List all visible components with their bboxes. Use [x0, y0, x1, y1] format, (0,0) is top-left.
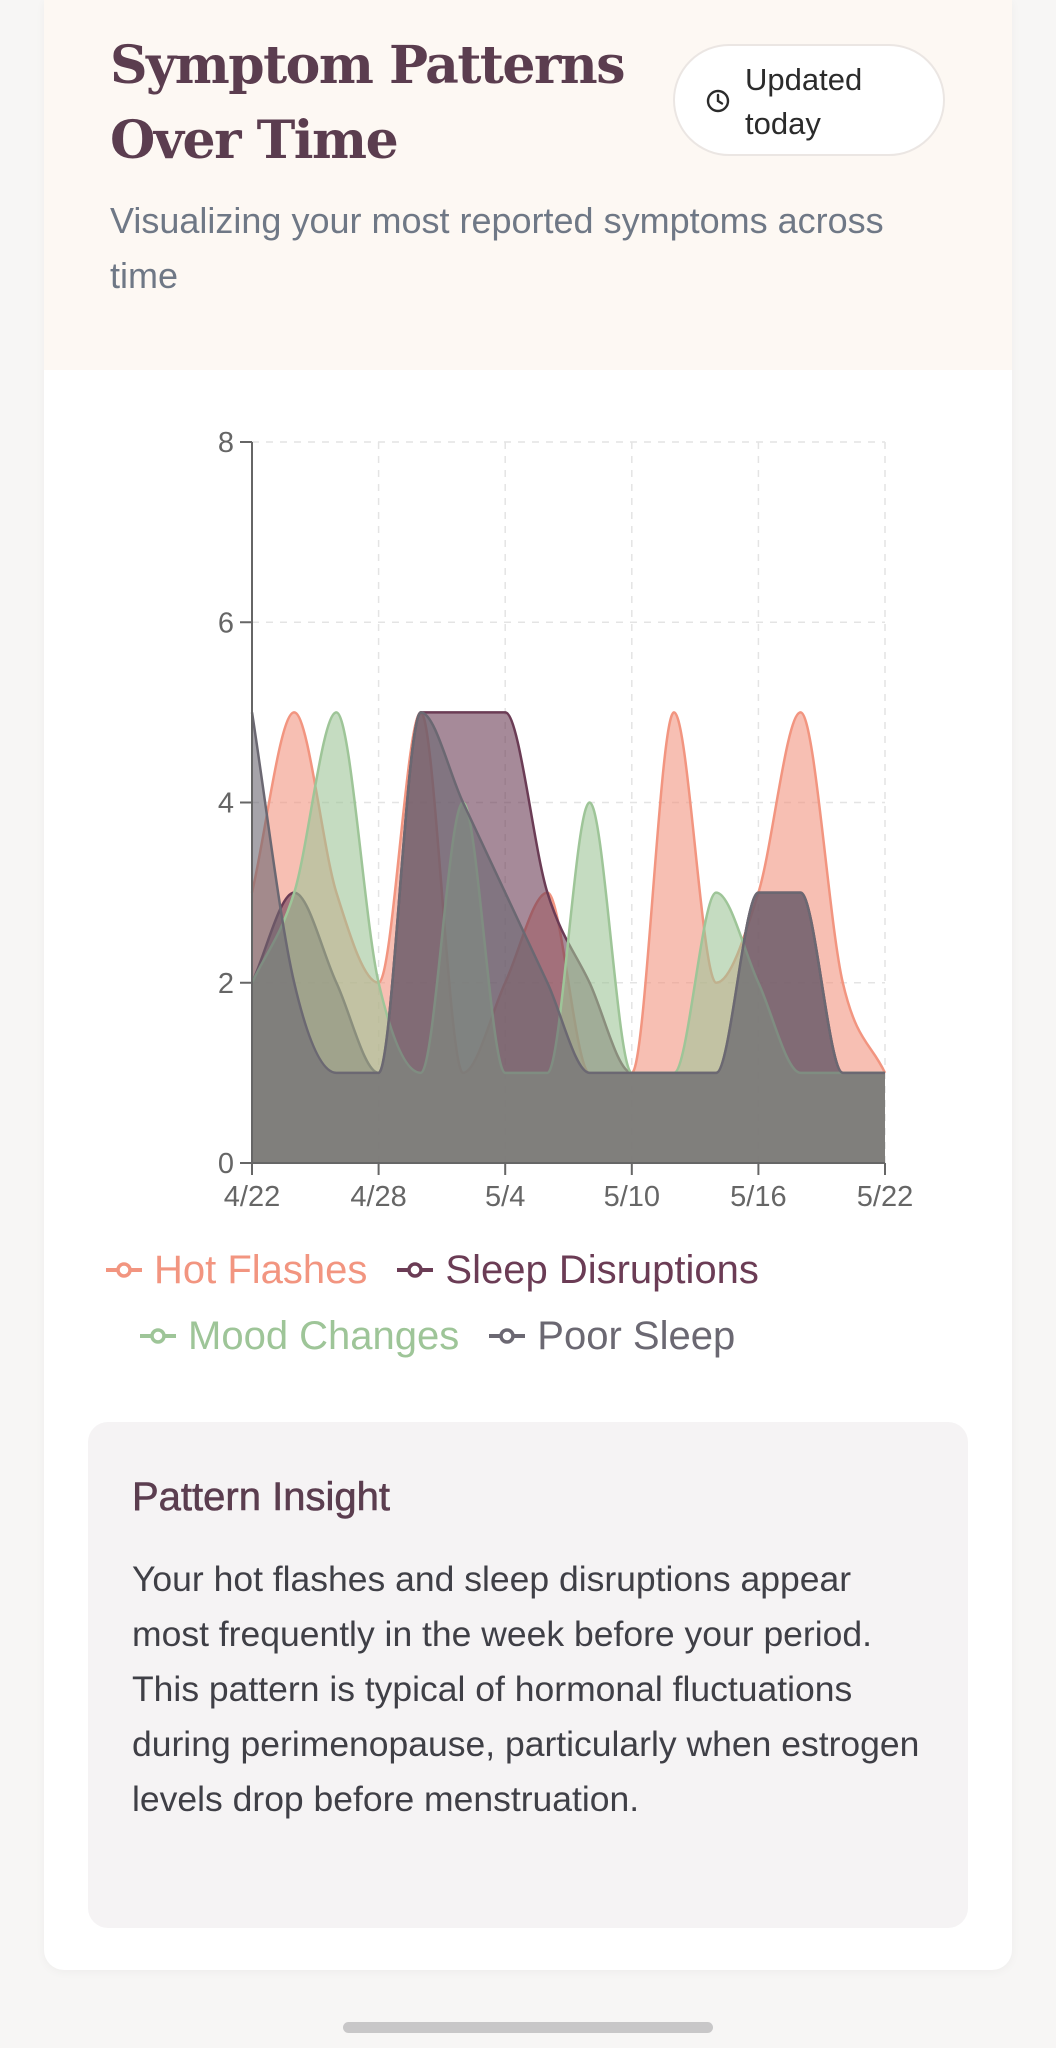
legend-line-marker-icon [140, 1328, 176, 1344]
y-tick-label: 4 [218, 788, 234, 820]
x-tick-label: 5/16 [730, 1181, 786, 1213]
page-subtitle: Visualizing your most reported symptoms … [110, 200, 884, 296]
symptom-area-chart: 0 2 4 6 8 4/22 4/28 5/4 5/10 5/16 5/22 [218, 427, 913, 1213]
home-indicator[interactable] [343, 2022, 713, 2033]
y-tick-label: 0 [218, 1148, 234, 1180]
x-tick-label: 5/10 [604, 1181, 660, 1213]
legend-row: Hot Flashes Sleep Disruptions [104, 1245, 787, 1295]
legend-label: Poor Sleep [537, 1313, 736, 1358]
insight-body: Your hot flashes and sleep disruptions a… [132, 1559, 920, 1819]
chart-axes: 0 2 4 6 8 4/22 4/28 5/4 5/10 5/16 5/22 [218, 427, 913, 1213]
page-title: Symptom Patterns Over Time [110, 35, 625, 171]
x-tick-label: 4/22 [224, 1181, 280, 1213]
y-tick-label: 6 [218, 607, 234, 639]
x-tick-label: 5/4 [485, 1181, 525, 1213]
x-tick-label: 4/28 [350, 1181, 406, 1213]
legend-item-sleep-disruptions[interactable]: Sleep Disruptions [395, 1248, 759, 1293]
x-tick-label: 5/22 [857, 1181, 913, 1213]
insight-title: Pattern Insight [132, 1475, 391, 1520]
card-header: Symptom Patterns Over Time Updated today… [44, 0, 1012, 370]
pattern-insight-panel: Pattern Insight Your hot flashes and sle… [88, 1422, 968, 1928]
updated-badge: Updated today [673, 44, 945, 156]
symptom-patterns-card: Symptom Patterns Over Time Updated today… [44, 0, 1012, 1970]
legend-label: Mood Changes [188, 1313, 460, 1358]
clock-icon [706, 89, 730, 113]
y-tick-label: 2 [218, 968, 234, 1000]
legend-item-mood-changes[interactable]: Mood Changes [138, 1314, 459, 1359]
legend-line-marker-icon [489, 1328, 526, 1344]
legend-label: Sleep Disruptions [445, 1247, 759, 1292]
legend-line-marker-icon [106, 1262, 142, 1278]
legend-item-poor-sleep[interactable]: Poor Sleep [487, 1314, 735, 1359]
legend-row: Mood Changes Poor Sleep [138, 1311, 763, 1361]
legend-item-hot-flashes[interactable]: Hot Flashes [104, 1248, 367, 1293]
legend-line-marker-icon [397, 1262, 434, 1278]
y-tick-label: 8 [218, 427, 234, 459]
badge-label: Updated today [745, 62, 863, 141]
chart-areas [250, 711, 887, 1163]
line-poor-sleep [250, 711, 885, 1075]
legend-label: Hot Flashes [154, 1247, 368, 1292]
